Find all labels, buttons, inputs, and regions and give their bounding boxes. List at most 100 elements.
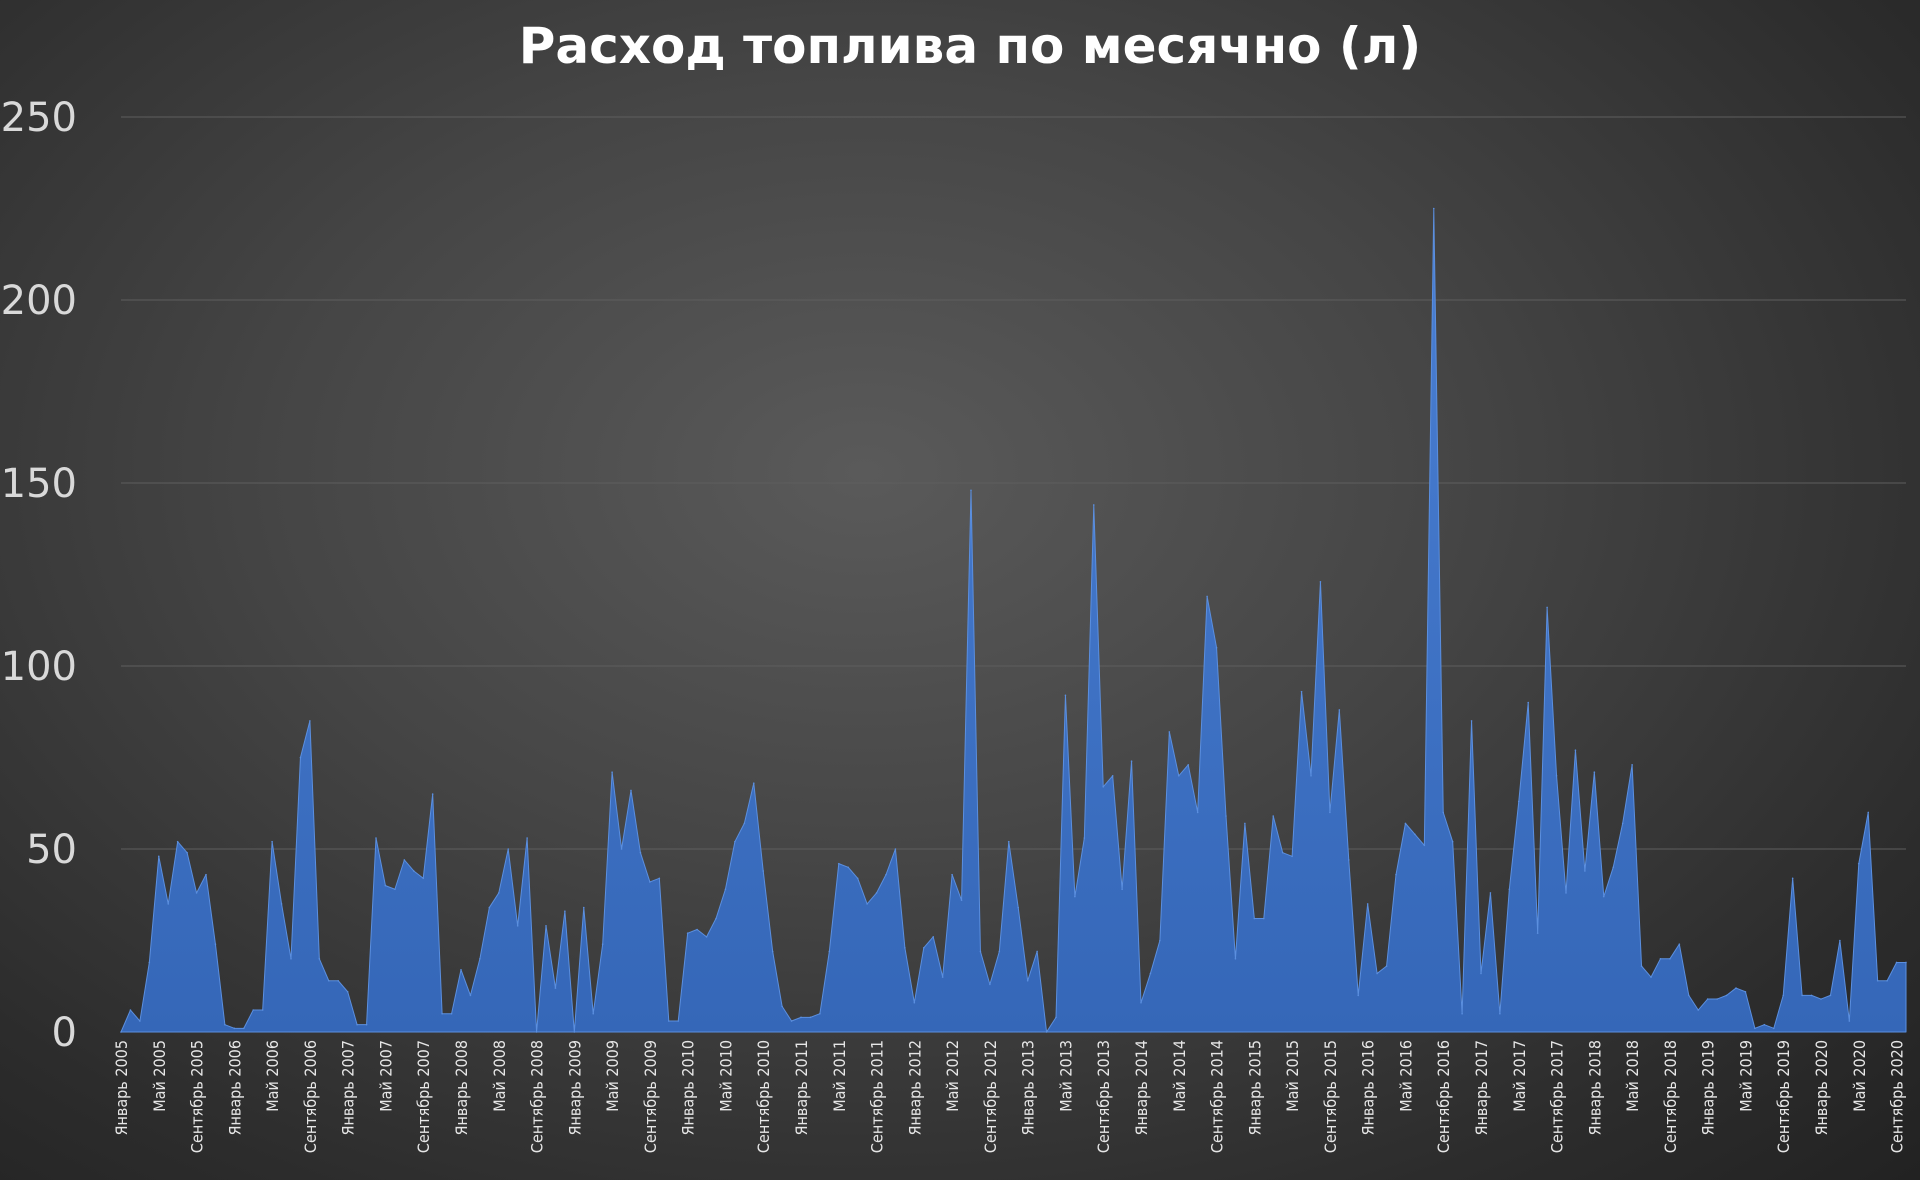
data-point [1017, 906, 1020, 909]
x-tick-label: Сентябрь 2017 [1548, 1040, 1567, 1153]
data-point [790, 1020, 793, 1022]
data-point [1716, 998, 1718, 1000]
data-point [686, 932, 689, 934]
data-point [1555, 775, 1558, 777]
x-tick-label: Май 2005 [150, 1040, 169, 1112]
y-tick-label: 50 [26, 827, 77, 873]
data-point [346, 990, 349, 993]
x-tick-label: Январь 2007 [339, 1040, 358, 1136]
data-point [1395, 873, 1397, 876]
data-point [1187, 764, 1190, 766]
y-axis: 0 50 100 150 200 250 [1, 95, 77, 1056]
data-point [526, 837, 528, 839]
data-point [866, 903, 868, 905]
plot-area [120, 207, 1907, 1033]
data-point [375, 837, 377, 839]
data-point [450, 1012, 453, 1015]
data-point [205, 873, 207, 876]
x-tick-label: Май 2010 [716, 1040, 735, 1112]
data-point [394, 888, 396, 891]
x-tick-label: Январь 2018 [1585, 1040, 1604, 1136]
x-tick-label: Май 2014 [1170, 1040, 1189, 1112]
data-point [271, 840, 273, 843]
x-tick-label: Сентябрь 2016 [1434, 1040, 1453, 1153]
data-point [1801, 994, 1803, 997]
data-point [979, 950, 982, 953]
data-point [970, 489, 972, 492]
data-point [1442, 811, 1445, 814]
data-point [139, 1020, 141, 1022]
x-tick-label: Январь 2009 [565, 1040, 584, 1136]
x-tick-label: Январь 2011 [792, 1040, 811, 1136]
x-tick-label: Сентябрь 2012 [981, 1040, 1000, 1153]
gridlines [121, 116, 1906, 850]
data-point [1102, 785, 1105, 788]
data-point [696, 928, 698, 931]
x-tick-label: Сентябрь 2020 [1888, 1040, 1907, 1153]
data-point [941, 976, 944, 978]
data-point [1036, 950, 1038, 953]
x-tick-label: Сентябрь 2005 [188, 1040, 207, 1153]
data-point [1754, 1027, 1756, 1030]
data-point [1215, 646, 1218, 649]
data-point [1508, 888, 1511, 891]
data-point [1300, 690, 1303, 693]
data-point [620, 848, 623, 850]
data-point [951, 873, 953, 876]
data-point [412, 870, 415, 872]
x-tick-label: Сентябрь 2014 [1208, 1040, 1227, 1153]
data-point [1168, 731, 1171, 733]
data-point [1310, 775, 1312, 777]
data-point [1423, 844, 1426, 847]
data-point [1499, 1012, 1501, 1015]
data-point [1527, 701, 1530, 704]
data-point [1281, 851, 1284, 854]
x-tick-label: Январь 2015 [1245, 1040, 1264, 1136]
data-point [554, 987, 557, 989]
data-point [847, 866, 850, 869]
data-point [497, 892, 500, 894]
data-point [384, 884, 387, 887]
data-point [781, 1005, 783, 1008]
data-point [1489, 892, 1492, 894]
data-point [1149, 972, 1152, 975]
data-point [1631, 764, 1633, 766]
x-tick-label: Январь 2005 [112, 1040, 131, 1136]
data-point [120, 1031, 122, 1033]
x-tick-label: Сентябрь 2013 [1094, 1040, 1113, 1153]
x-tick-label: Май 2007 [376, 1040, 395, 1112]
data-point [989, 983, 991, 986]
data-point [1272, 815, 1275, 817]
data-point [1735, 987, 1737, 989]
x-tick-label: Май 2011 [830, 1040, 849, 1112]
data-point [1612, 866, 1615, 869]
data-point [157, 855, 160, 858]
x-tick-label: Май 2015 [1283, 1040, 1302, 1112]
x-tick-label: Январь 2010 [679, 1040, 698, 1136]
data-point [1763, 1023, 1766, 1026]
data-point [932, 936, 935, 938]
data-point [460, 968, 462, 971]
data-point [1876, 979, 1879, 982]
data-point [488, 906, 491, 909]
data-point [1196, 811, 1199, 814]
data-point [507, 848, 510, 850]
x-tick-label: Январь 2019 [1699, 1040, 1718, 1136]
data-point [1111, 775, 1114, 777]
x-tick-label: Сентябрь 2007 [414, 1040, 433, 1153]
data-point [1404, 822, 1407, 825]
data-point [856, 877, 859, 880]
data-point [771, 950, 774, 953]
x-tick-label: Сентябрь 2018 [1661, 1040, 1680, 1153]
data-point [233, 1027, 236, 1030]
data-point [214, 943, 217, 945]
data-point [1602, 895, 1605, 898]
data-point [1376, 972, 1378, 975]
data-point [819, 1012, 821, 1015]
data-point [611, 771, 613, 773]
x-tick-label: Сентябрь 2008 [528, 1040, 547, 1153]
data-point [299, 756, 302, 759]
data-point [431, 793, 434, 795]
data-point [1829, 994, 1832, 997]
